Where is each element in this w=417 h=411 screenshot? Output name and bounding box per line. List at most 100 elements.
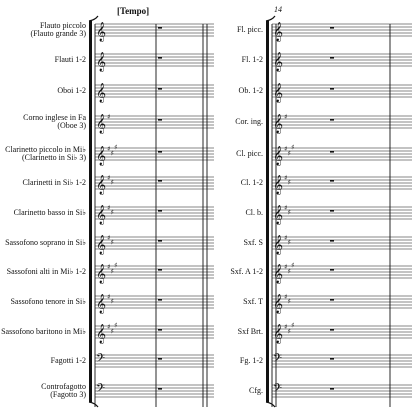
instrument-name-line: Sassofono tenore in Si♭ xyxy=(10,296,86,306)
sharp-icon: ♯ xyxy=(107,293,110,301)
treble-clef-icon: 𝄞 xyxy=(96,83,106,103)
sharp-icon: ♯ xyxy=(284,174,287,182)
left-instrument-label: Controfagotto (Fagotto 3) xyxy=(41,382,86,400)
treble-clef-icon: 𝄞 xyxy=(273,264,283,284)
instrument-name-line: (Clarinetto in Si♭ 3) xyxy=(22,153,86,162)
right-instrument-label: Cl. picc. xyxy=(236,148,263,159)
sharp-icon: ♯ xyxy=(107,263,110,271)
right-instrument-label: Cl. b. xyxy=(245,207,263,218)
treble-clef-icon: 𝄞 xyxy=(273,235,283,255)
sharp-icon: ♯ xyxy=(111,150,114,158)
right-bracket-hook-top xyxy=(265,15,276,22)
instrument-name-line: Sxf. A 1-2 xyxy=(230,266,263,276)
left-instrument-label: Flauti 1-2 xyxy=(54,54,86,65)
instrument-name-line: Clarinetto basso in Si♭ xyxy=(13,207,86,217)
whole-rest-icon xyxy=(158,388,162,390)
sharp-icon: ♯ xyxy=(284,204,287,212)
whole-rest-icon xyxy=(330,240,334,242)
treble-clef-icon: 𝄞 xyxy=(273,52,283,72)
treble-clef-icon: 𝄞 xyxy=(273,83,283,103)
sharp-icon: ♯ xyxy=(288,268,291,276)
sharp-icon: ♯ xyxy=(111,298,114,306)
sharp-icon: ♯ xyxy=(114,262,117,270)
sharp-icon: ♯ xyxy=(111,328,114,336)
sharp-icon: ♯ xyxy=(114,144,117,152)
right-instrument-label: Cl. 1-2 xyxy=(240,177,263,188)
instrument-name-line: Cl. b. xyxy=(245,207,263,217)
treble-clef-icon: 𝄞 xyxy=(273,175,283,195)
measure-number: 14 xyxy=(274,5,282,14)
instrument-name-line: Fagotti 1-2 xyxy=(50,355,86,365)
sharp-icon: ♯ xyxy=(114,322,117,330)
instrument-name-line: Flauto piccolo xyxy=(40,20,86,30)
whole-rest-icon xyxy=(158,57,162,59)
whole-rest-icon xyxy=(158,210,162,212)
instrument-name-line: Cl. 1-2 xyxy=(240,177,263,187)
sharp-icon: ♯ xyxy=(288,328,291,336)
instrument-name-line: Clarinetto piccolo in Mi♭ xyxy=(5,144,86,154)
bass-clef-icon: 𝄢 xyxy=(273,352,282,368)
right-instrument-label: Fl. picc. xyxy=(237,24,263,35)
treble-clef-icon: 𝄞 xyxy=(273,324,283,344)
treble-clef-icon: 𝄞 xyxy=(96,205,106,225)
instrument-name-line: Cl. picc. xyxy=(236,148,263,158)
instrument-name-line: Cor. ing. xyxy=(235,116,263,126)
whole-rest-icon xyxy=(330,358,334,360)
instrument-name-line: Fl. 1-2 xyxy=(241,54,263,64)
instrument-name-line: Cfg. xyxy=(249,385,263,395)
treble-clef-icon: 𝄞 xyxy=(96,294,106,314)
whole-rest-icon xyxy=(330,27,334,29)
whole-rest-icon xyxy=(330,210,334,212)
treble-clef-icon: 𝄞 xyxy=(273,146,283,166)
sharp-icon: ♯ xyxy=(291,322,294,330)
whole-rest-icon xyxy=(330,329,334,331)
left-system-bracket xyxy=(89,21,92,402)
whole-rest-icon xyxy=(158,329,162,331)
right-instrument-label: Ob. 1-2 xyxy=(239,86,263,96)
left-instrument-label: Sassofono baritono in Mi♭ xyxy=(1,327,86,337)
instrument-name-line: Clarinetti in Si♭ 1-2 xyxy=(22,177,86,187)
instrument-name-line: Sassofoni alti in Mi♭ 1-2 xyxy=(6,266,86,276)
instrument-name-line: Fl. picc. xyxy=(237,24,263,34)
sharp-icon: ♯ xyxy=(284,293,287,301)
right-instrument-label: Sxf. A 1-2 xyxy=(230,266,263,277)
right-instrument-label: Sxf Brt. xyxy=(238,327,263,337)
bass-clef-icon: 𝄢 xyxy=(96,352,105,368)
sharp-icon: ♯ xyxy=(284,113,287,121)
treble-clef-icon: 𝄞 xyxy=(273,294,283,314)
whole-rest-icon xyxy=(158,180,162,182)
treble-clef-icon: 𝄞 xyxy=(96,52,106,72)
treble-clef-icon: 𝄞 xyxy=(273,22,283,42)
sharp-icon: ♯ xyxy=(107,204,110,212)
whole-rest-icon xyxy=(330,119,334,121)
right-system-bracket xyxy=(266,21,269,402)
treble-clef-icon: 𝄞 xyxy=(273,114,283,134)
left-instrument-label: Oboi 1-2 xyxy=(57,86,86,96)
bass-clef-icon: 𝄢 xyxy=(96,382,105,398)
instrument-name-line: Flauti 1-2 xyxy=(54,54,86,64)
sharp-icon: ♯ xyxy=(284,234,287,242)
whole-rest-icon xyxy=(158,299,162,301)
left-instrument-label: Clarinetto piccolo in Mi♭ (Clarinetto in … xyxy=(5,144,86,163)
whole-rest-icon xyxy=(330,180,334,182)
sharp-icon: ♯ xyxy=(107,323,110,331)
instrument-name-line: Fg. 1-2 xyxy=(239,355,263,365)
left-instrument-label: Sassofono soprano in Si♭ xyxy=(5,237,86,248)
whole-rest-icon xyxy=(330,57,334,59)
bass-clef-icon: 𝄢 xyxy=(273,382,282,398)
sharp-icon: ♯ xyxy=(284,145,287,153)
whole-rest-icon xyxy=(158,151,162,153)
sharp-icon: ♯ xyxy=(291,144,294,152)
sharp-icon: ♯ xyxy=(288,150,291,158)
right-bracket-hook-bottom xyxy=(265,401,276,408)
sharp-icon: ♯ xyxy=(111,239,114,247)
left-bracket-hook-bottom xyxy=(88,401,99,408)
whole-rest-icon xyxy=(330,269,334,271)
instrument-name-line: Sassofono soprano in Si♭ xyxy=(5,237,86,247)
right-instrument-label: Fg. 1-2 xyxy=(239,355,263,366)
treble-clef-icon: 𝄞 xyxy=(96,146,106,166)
instrument-name-line: Sxf. S xyxy=(243,237,263,247)
whole-rest-icon xyxy=(330,88,334,90)
left-instrument-label: Corno inglese in Fa (Oboe 3) xyxy=(23,113,86,131)
sharp-icon: ♯ xyxy=(288,239,291,247)
